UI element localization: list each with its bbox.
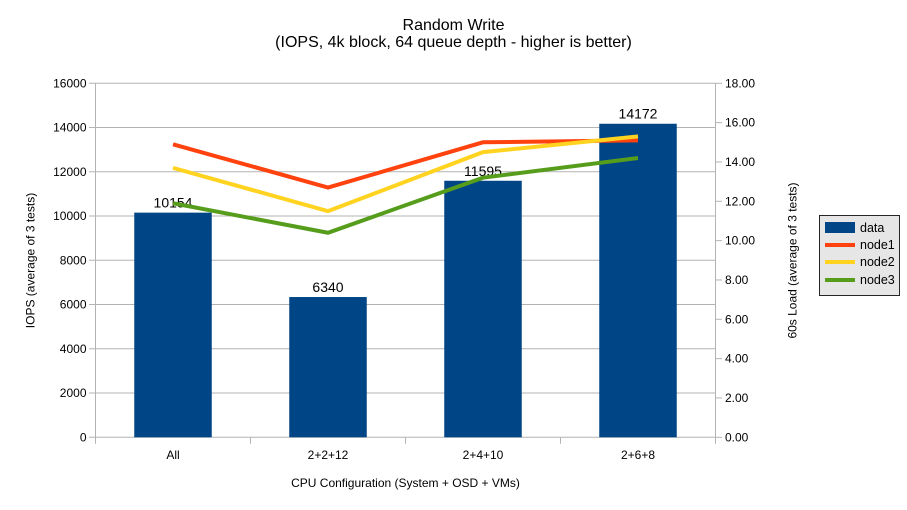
legend-swatch-node3 bbox=[825, 277, 855, 282]
bar-2+6+8 bbox=[599, 123, 677, 438]
x-axis-category-label: All bbox=[166, 448, 179, 462]
right-axis-tick-label: 8.00 bbox=[725, 273, 749, 287]
right-axis-tick-label: 16.00 bbox=[725, 116, 755, 130]
right-axis-tick-label: 10.00 bbox=[725, 234, 755, 248]
chart-title: Random Write bbox=[402, 17, 505, 34]
bar-value-label: 10154 bbox=[154, 195, 193, 211]
legend-swatch-data bbox=[825, 222, 855, 234]
legend-label: node3 bbox=[860, 272, 895, 287]
left-axis-tick-label: 12000 bbox=[53, 165, 87, 179]
x-axis-category-label: 2+6+8 bbox=[621, 448, 655, 462]
legend-swatch-node1 bbox=[825, 242, 855, 247]
right-axis-tick-label: 18.00 bbox=[725, 76, 755, 90]
chart-subtitle: (IOPS, 4k block, 64 queue depth - higher… bbox=[275, 34, 632, 51]
line-node2 bbox=[172, 134, 639, 214]
right-axis-tick-label: 12.00 bbox=[725, 194, 755, 208]
legend-label: data bbox=[860, 220, 885, 235]
right-axis-tick-label: 4.00 bbox=[725, 352, 749, 366]
right-axis-tick-label: 0.00 bbox=[725, 430, 749, 444]
bar-value-label: 14172 bbox=[619, 106, 658, 122]
left-axis-tick-label: 2000 bbox=[60, 386, 87, 400]
legend-label: node1 bbox=[860, 237, 895, 252]
left-axis-tick-label: 16000 bbox=[53, 76, 87, 90]
left-axis-tick-label: 14000 bbox=[53, 121, 87, 135]
legend: data node1 node2 node3 bbox=[819, 215, 900, 296]
right-axis-tick-label: 6.00 bbox=[725, 312, 749, 326]
line-node1 bbox=[172, 138, 639, 190]
right-axis-tick-label: 14.00 bbox=[725, 155, 755, 169]
left-axis-tick-label: 8000 bbox=[60, 253, 87, 267]
line-node3 bbox=[172, 156, 639, 235]
left-axis-tick-label: 4000 bbox=[60, 342, 87, 356]
legend-item-node3: node3 bbox=[825, 271, 899, 288]
legend-item-node1: node1 bbox=[825, 236, 899, 253]
bar-All bbox=[134, 212, 212, 438]
legend-item-data: data bbox=[825, 219, 899, 236]
left-axis-tick-label: 0 bbox=[80, 430, 87, 444]
legend-item-node2: node2 bbox=[825, 254, 899, 271]
legend-swatch-node2 bbox=[825, 260, 855, 265]
x-axis-title: CPU Configuration (System + OSD + VMs) bbox=[291, 476, 520, 490]
left-axis-tick-label: 10000 bbox=[53, 209, 87, 223]
bar-2+4+10 bbox=[444, 180, 522, 438]
left-axis-tick-label: 6000 bbox=[60, 298, 87, 312]
bar-value-label: 6340 bbox=[312, 279, 343, 295]
legend-label: node2 bbox=[860, 255, 895, 270]
right-axis-tick-label: 2.00 bbox=[725, 391, 749, 405]
x-axis-category-label: 2+4+10 bbox=[463, 448, 504, 462]
x-axis-category-label: 2+2+12 bbox=[308, 448, 349, 462]
bar-2+2+12 bbox=[289, 297, 367, 438]
